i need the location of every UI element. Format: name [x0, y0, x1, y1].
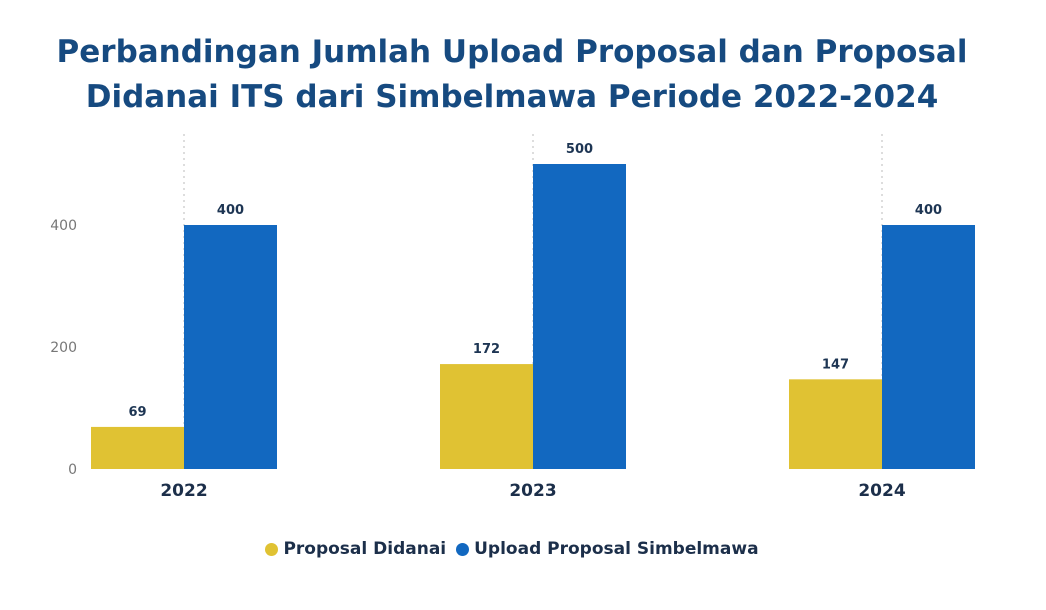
y-axis: 0 200 400 [50, 218, 77, 478]
legend-marker-proposal-didanai [265, 542, 279, 556]
legend: Proposal Didanai Upload Proposal Simbelm… [0, 539, 1024, 559]
y-tick-label-400: 400 [50, 218, 77, 234]
bar-upload-proposal-simbelmawa-2024[interactable] [882, 225, 975, 469]
legend-marker-upload-proposal-simbelmawa [456, 542, 470, 556]
legend-item-upload-proposal-simbelmawa[interactable]: Upload Proposal Simbelmawa [456, 539, 759, 559]
y-tick-label-0: 0 [68, 462, 77, 478]
data-label-upload-proposal-simbelmawa-2023: 500 [566, 142, 593, 157]
legend-label-upload-proposal-simbelmawa: Upload Proposal Simbelmawa [474, 539, 759, 559]
data-label-upload-proposal-simbelmawa-2022: 400 [217, 203, 244, 218]
chart-title-line-1: Perbandingan Jumlah Upload Proposal dan … [56, 34, 968, 70]
y-tick-label-200: 200 [50, 340, 77, 356]
x-tick-label-2024: 2024 [858, 481, 905, 501]
chart-title: Perbandingan Jumlah Upload Proposal dan … [0, 30, 1024, 120]
bars [91, 164, 975, 469]
x-tick-label-2023: 2023 [509, 481, 556, 501]
bar-proposal-didanai-2023[interactable] [440, 364, 533, 469]
chart-title-line-2: Didanai ITS dari Simbelmawa Periode 2022… [85, 79, 939, 115]
bar-upload-proposal-simbelmawa-2023[interactable] [533, 164, 626, 469]
data-label-proposal-didanai-2023: 172 [473, 342, 500, 357]
data-label-proposal-didanai-2024: 147 [822, 357, 849, 372]
x-axis: 2022 2023 2024 [160, 481, 905, 501]
bar-proposal-didanai-2024[interactable] [789, 379, 882, 469]
x-tick-label-2022: 2022 [160, 481, 207, 501]
bar-upload-proposal-simbelmawa-2022[interactable] [184, 225, 277, 469]
legend-label-proposal-didanai: Proposal Didanai [283, 539, 447, 559]
data-label-proposal-didanai-2022: 69 [128, 405, 146, 420]
legend-item-proposal-didanai[interactable]: Proposal Didanai [265, 539, 446, 559]
bar-proposal-didanai-2022[interactable] [91, 426, 184, 469]
data-label-upload-proposal-simbelmawa-2024: 400 [915, 203, 942, 218]
data-labels: 69 400 172 500 147 400 [128, 142, 942, 420]
